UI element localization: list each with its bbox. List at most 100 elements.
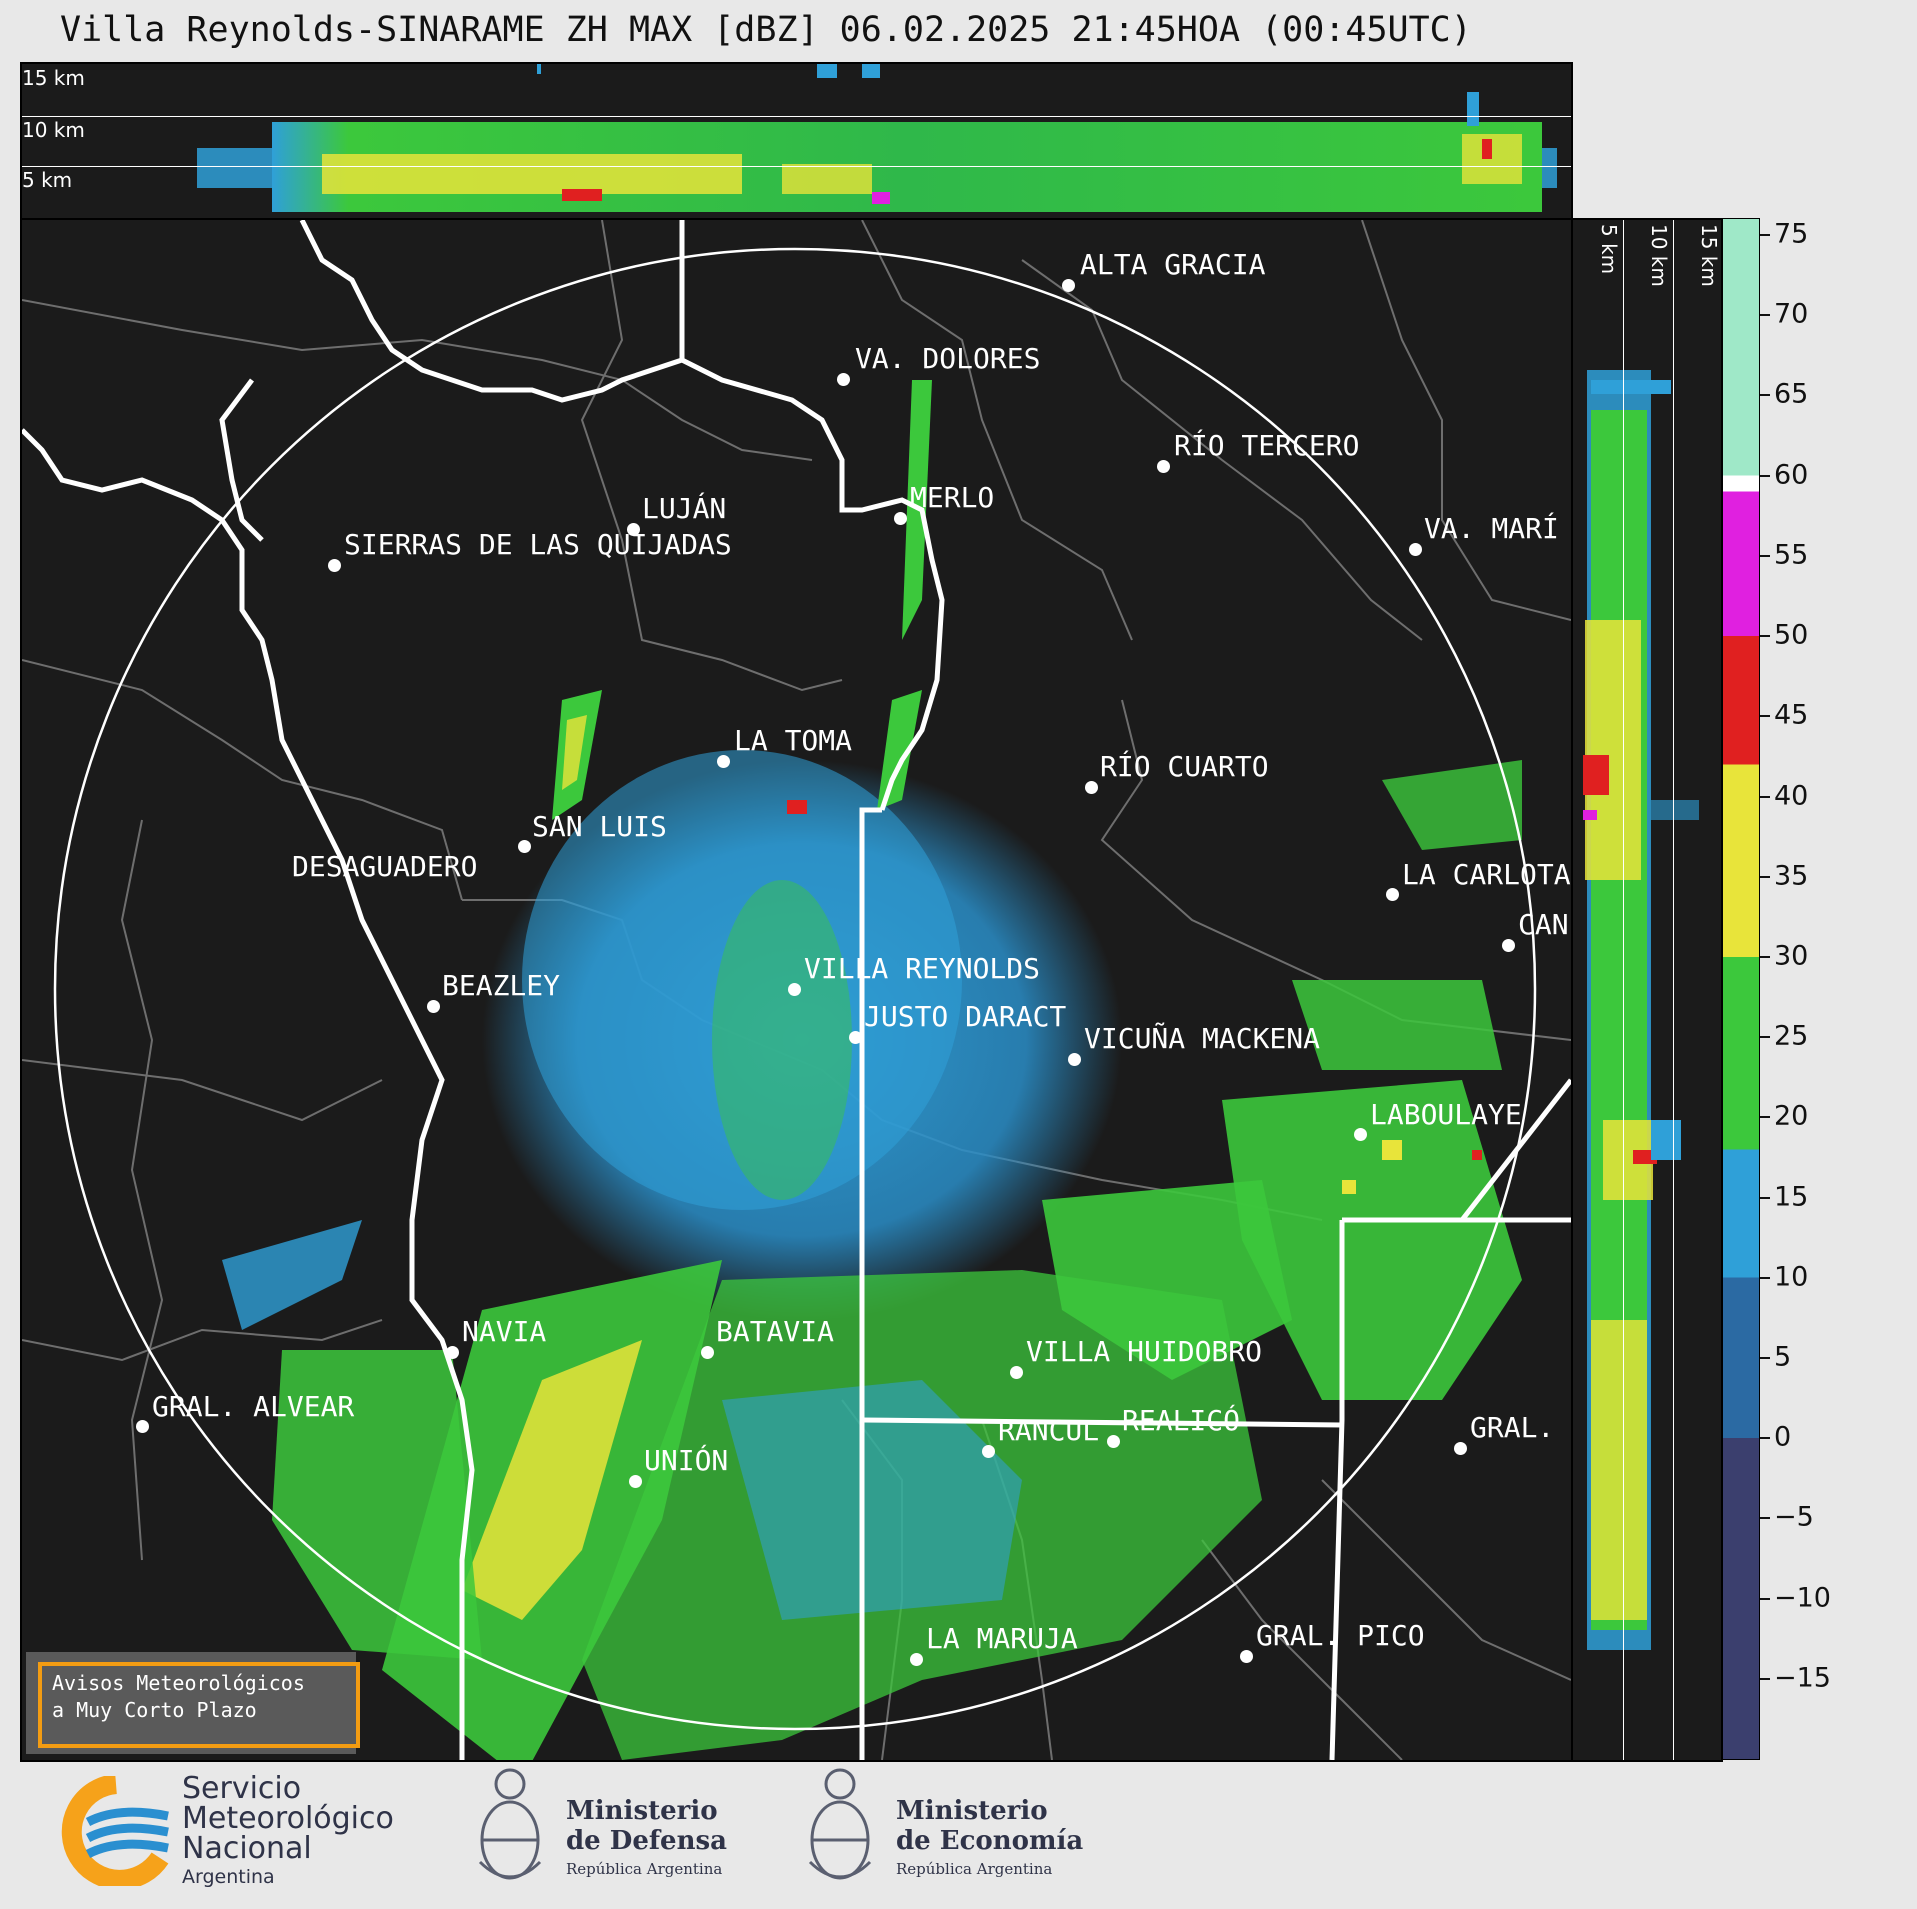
city-marker: [136, 1420, 149, 1433]
colorbar-tick-label: 45: [1774, 699, 1809, 731]
city-label: VILLA HUIDOBRO: [1026, 1335, 1263, 1368]
colorbar-tick-label: 55: [1774, 539, 1809, 571]
city-label: RÍO CUARTO: [1100, 750, 1269, 783]
city-label: NAVIA: [462, 1315, 547, 1348]
city-label: VA. MARÍ: [1424, 512, 1559, 545]
city-marker: [1068, 1053, 1081, 1066]
colorbar-tick-label: −10: [1774, 1582, 1831, 1614]
city-label: GRAL.: [1470, 1411, 1555, 1444]
city-marker: [1085, 781, 1098, 794]
altitude-label-5km: 5 km: [22, 168, 73, 192]
colorbar-tick-mark: [1760, 394, 1770, 397]
city-label: CAN: [1518, 908, 1569, 941]
colorbar-tick-mark: [1760, 875, 1770, 878]
warning-button[interactable]: Avisos Meteorológicos a Muy Corto Plazo: [38, 1662, 360, 1748]
colorbar-tick-mark: [1760, 314, 1770, 317]
altitude-line-10km: [22, 116, 1571, 117]
city-label: BEAZLEY: [442, 969, 561, 1002]
radar-site-marker: [788, 983, 801, 996]
city-marker: [427, 1000, 440, 1013]
colorbar-tick-label: 15: [1774, 1181, 1809, 1213]
colorbar-tick-mark: [1760, 1356, 1770, 1359]
defensa-logo-line-1: Ministerio: [566, 1796, 718, 1826]
colorbar-tick-mark: [1760, 1116, 1770, 1119]
city-label: REALICÓ: [1122, 1404, 1241, 1437]
city-label: MERLO: [910, 481, 995, 514]
city-marker: [1454, 1442, 1467, 1455]
radar-site-label: VILLA REYNOLDS: [804, 952, 1041, 985]
colorbar-tick-mark: [1760, 1517, 1770, 1520]
altitude-label-15km: 15 km: [1697, 224, 1721, 287]
economia-coat-of-arms-icon: [808, 1768, 872, 1880]
colorbar-tick-mark: [1760, 1437, 1770, 1440]
altitude-label-10km: 10 km: [1647, 224, 1671, 287]
economia-logo-line-1: Ministerio: [896, 1796, 1048, 1826]
city-label: DESAGUADERO: [292, 850, 478, 883]
smn-logo-line-2: Meteorológico: [182, 1801, 394, 1836]
city-label: UNIÓN: [644, 1444, 729, 1477]
city-marker: [446, 1346, 459, 1359]
city-label: BATAVIA: [716, 1315, 835, 1348]
warning-line-1: Avisos Meteorológicos: [52, 1671, 305, 1695]
colorbar-tick-label: 70: [1774, 298, 1809, 330]
radar-map-svg: [22, 220, 1571, 1760]
city-marker: [629, 1475, 642, 1488]
city-label: SIERRAS DE LAS QUIJADAS: [344, 528, 732, 561]
city-label: RÍO TERCERO: [1174, 429, 1360, 462]
city-marker: [1240, 1650, 1253, 1663]
city-marker: [1010, 1366, 1023, 1379]
warning-box[interactable]: Avisos Meteorológicos a Muy Corto Plazo: [26, 1652, 360, 1754]
province-borders: [22, 220, 1571, 1760]
colorbar-tick-label: 20: [1774, 1100, 1809, 1132]
smn-logo-icon: [61, 1776, 169, 1886]
colorbar-tick-label: 60: [1774, 459, 1809, 491]
smn-logo-line-1: Servicio: [182, 1771, 302, 1806]
colorbar-tick-mark: [1760, 1036, 1770, 1039]
city-marker: [717, 755, 730, 768]
colorbar-tick-label: 40: [1774, 780, 1809, 811]
economia-logo-line-3: República Argentina: [896, 1860, 1053, 1878]
city-label: GRAL. PICO: [1256, 1619, 1425, 1652]
colorbar-tick-mark: [1760, 1276, 1770, 1279]
colorbar-tick-mark: [1760, 1597, 1770, 1600]
city-label: SAN LUIS: [532, 810, 667, 843]
city-label: LABOULAYE: [1370, 1098, 1522, 1131]
city-marker: [1386, 888, 1399, 901]
dbz-colorbar: [1722, 218, 1760, 1760]
colorbar-tick-mark: [1760, 554, 1770, 557]
city-label: RANCUL: [998, 1414, 1100, 1447]
altitude-label-5km: 5 km: [1597, 224, 1621, 275]
city-marker: [1107, 1435, 1120, 1448]
colorbar-tick-label: 50: [1774, 619, 1809, 651]
city-marker: [627, 523, 640, 536]
city-marker: [518, 840, 531, 853]
economia-logo-line-2: de Economía: [896, 1826, 1084, 1856]
radar-range-ring: [53, 247, 1537, 1731]
colorbar-tick-label: 30: [1774, 940, 1809, 972]
altitude-label-10km: 10 km: [22, 118, 85, 142]
city-label: VICUÑA MACKENA: [1084, 1022, 1321, 1055]
city-label: JUSTO DARACT: [864, 1000, 1067, 1033]
city-label: LUJÁN: [642, 492, 727, 525]
city-marker: [701, 1346, 714, 1359]
city-marker: [982, 1445, 995, 1458]
altitude-line-5km: [1623, 220, 1624, 1760]
colorbar-tick-mark: [1760, 715, 1770, 718]
map-title: Villa Reynolds-SINARAME ZH MAX [dBZ] 06.…: [60, 10, 1472, 50]
warning-line-2: a Muy Corto Plazo: [52, 1698, 257, 1722]
defensa-logo-line-3: República Argentina: [566, 1860, 723, 1878]
city-label: LA CARLOTA: [1402, 858, 1571, 891]
top-cross-section-echoes: [197, 64, 1557, 212]
city-marker: [849, 1031, 862, 1044]
colorbar-tick-mark: [1760, 635, 1770, 638]
city-marker: [1409, 543, 1422, 556]
radar-map-panel: ALTA GRACIA VA. DOLORES RÍO TERCERO MERL…: [20, 218, 1573, 1762]
city-marker: [328, 559, 341, 572]
colorbar-tick-mark: [1760, 474, 1770, 477]
colorbar-tick-label: 10: [1774, 1261, 1809, 1293]
altitude-label-15km: 15 km: [22, 66, 85, 90]
smn-logo-line-4: Argentina: [182, 1866, 275, 1888]
altitude-line-10km: [1673, 220, 1674, 1760]
colorbar-tick-label: 75: [1774, 218, 1809, 250]
colorbar-tick-mark: [1760, 1677, 1770, 1680]
